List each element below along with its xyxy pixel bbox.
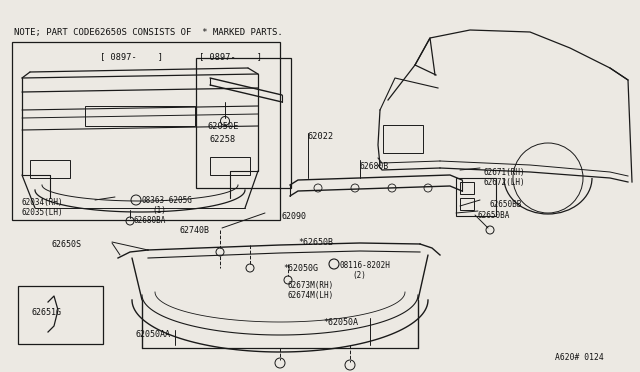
Text: [ 0897-    ]: [ 0897- ]	[100, 52, 163, 61]
Bar	[460, 198, 474, 210]
Text: A620# 0124: A620# 0124	[555, 353, 604, 362]
Text: [ 0897-    ]: [ 0897- ]	[199, 52, 262, 61]
Text: (1): (1)	[152, 206, 166, 215]
Text: 62258: 62258	[210, 135, 236, 144]
Text: *62050A: *62050A	[323, 318, 358, 327]
Text: 08363-6205G: 08363-6205G	[142, 196, 193, 205]
Text: 62673M(RH): 62673M(RH)	[288, 281, 334, 290]
Bar	[30, 160, 70, 178]
Text: 62022: 62022	[308, 132, 334, 141]
Text: 62050AA: 62050AA	[135, 330, 170, 339]
Text: *62050G: *62050G	[283, 264, 318, 273]
Text: 08116-8202H: 08116-8202H	[340, 261, 391, 270]
Bar	[456, 178, 496, 216]
Text: NOTE; PART CODE62650S CONSISTS OF  * MARKED PARTS.: NOTE; PART CODE62650S CONSISTS OF * MARK…	[14, 28, 283, 37]
Bar	[196, 58, 291, 188]
Text: 62672(LH): 62672(LH)	[484, 178, 525, 187]
Text: 62050E: 62050E	[207, 122, 239, 131]
Bar	[383, 125, 423, 153]
Text: (2): (2)	[352, 271, 366, 280]
Text: 62090: 62090	[282, 212, 307, 221]
Bar	[85, 106, 195, 126]
Text: 62650BA: 62650BA	[478, 211, 510, 220]
Bar	[18, 286, 103, 344]
Bar	[12, 42, 280, 220]
Text: 62740B: 62740B	[180, 226, 210, 235]
Text: 62035(LH): 62035(LH)	[22, 208, 63, 217]
Text: 62671(RH): 62671(RH)	[484, 168, 525, 177]
Bar	[210, 157, 250, 175]
Text: 62034(RH): 62034(RH)	[22, 198, 63, 207]
Text: 62651G: 62651G	[32, 308, 62, 317]
Text: 62680B: 62680B	[360, 162, 389, 171]
Bar	[460, 182, 474, 194]
Text: *62650B: *62650B	[298, 238, 333, 247]
Text: 62650BB: 62650BB	[490, 200, 522, 209]
Text: 62674M(LH): 62674M(LH)	[288, 291, 334, 300]
Text: 62650S: 62650S	[52, 240, 82, 249]
Text: 62680BA: 62680BA	[133, 216, 165, 225]
